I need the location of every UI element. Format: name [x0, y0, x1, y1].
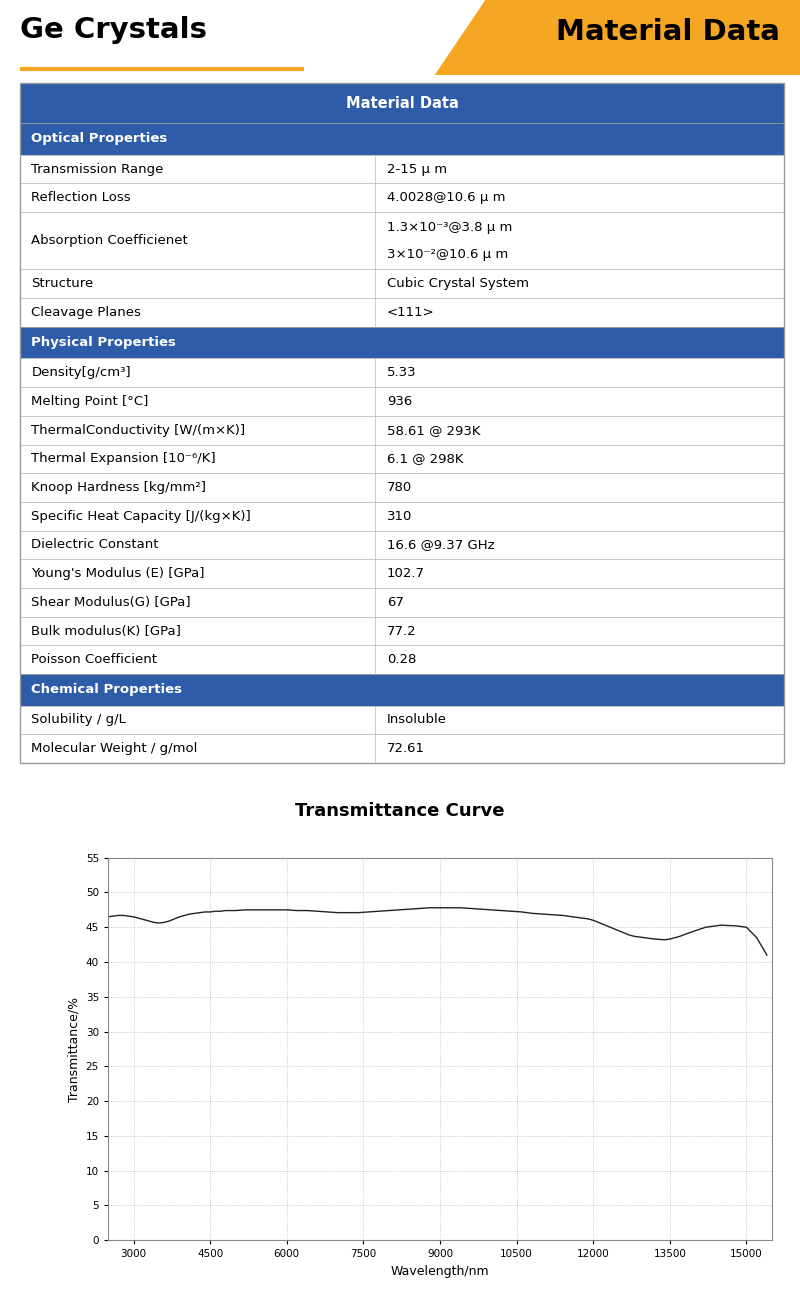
Text: ThermalConductivity [W/(m×K)]: ThermalConductivity [W/(m×K)]: [31, 423, 246, 437]
Bar: [20, 444, 784, 473]
Bar: [20, 270, 784, 298]
X-axis label: Wavelength/nm: Wavelength/nm: [390, 1265, 490, 1278]
Bar: [20, 155, 784, 184]
Bar: [20, 473, 784, 502]
Text: Cleavage Planes: Cleavage Planes: [31, 306, 142, 319]
Text: 6.1 @ 298K: 6.1 @ 298K: [386, 452, 463, 465]
Text: 72.61: 72.61: [386, 743, 425, 756]
Bar: [20, 645, 784, 674]
Text: Optical Properties: Optical Properties: [31, 133, 168, 146]
Bar: [20, 298, 784, 327]
Text: Bulk modulus(K) [GPa]: Bulk modulus(K) [GPa]: [31, 624, 182, 637]
Text: 5.33: 5.33: [386, 366, 416, 379]
Bar: [20, 416, 784, 444]
Text: Structure: Structure: [31, 278, 94, 291]
Text: Molecular Weight / g/mol: Molecular Weight / g/mol: [31, 743, 198, 756]
Text: Solubility / g/L: Solubility / g/L: [31, 714, 126, 727]
Text: Thermal Expansion [10⁻⁶/K]: Thermal Expansion [10⁻⁶/K]: [31, 452, 216, 465]
Text: 58.61 @ 293K: 58.61 @ 293K: [386, 423, 480, 437]
Text: Specific Heat Capacity [J/(kg×K)]: Specific Heat Capacity [J/(kg×K)]: [31, 509, 251, 523]
Text: 1.3×10⁻³@3.8 μ m: 1.3×10⁻³@3.8 μ m: [386, 220, 512, 233]
Text: 77.2: 77.2: [386, 624, 416, 637]
Text: 780: 780: [386, 481, 412, 494]
Bar: [20, 735, 784, 764]
Text: 4.0028@10.6 μ m: 4.0028@10.6 μ m: [386, 192, 506, 205]
Text: Young's Modulus (E) [GPa]: Young's Modulus (E) [GPa]: [31, 567, 205, 580]
Text: Shear Modulus(G) [GPa]: Shear Modulus(G) [GPa]: [31, 595, 191, 609]
Text: Transmission Range: Transmission Range: [31, 163, 164, 176]
Text: Absorption Coefficienet: Absorption Coefficienet: [31, 235, 188, 248]
Bar: [20, 212, 784, 270]
Text: 16.6 @9.37 GHz: 16.6 @9.37 GHz: [386, 538, 494, 551]
Bar: [20, 387, 784, 416]
Text: Physical Properties: Physical Properties: [31, 336, 176, 349]
Bar: [20, 327, 784, 358]
Text: Transmittance Curve: Transmittance Curve: [295, 801, 505, 820]
Text: Material Data: Material Data: [556, 17, 780, 46]
Text: Melting Point [°C]: Melting Point [°C]: [31, 395, 149, 408]
Text: Knoop Hardness [kg/mm²]: Knoop Hardness [kg/mm²]: [31, 481, 206, 494]
Text: Cubic Crystal System: Cubic Crystal System: [386, 278, 529, 291]
Text: Insoluble: Insoluble: [386, 714, 446, 727]
Text: Density[g/cm³]: Density[g/cm³]: [31, 366, 131, 379]
Bar: [20, 184, 784, 212]
Text: Poisson Coefficient: Poisson Coefficient: [31, 653, 158, 666]
Bar: [20, 502, 784, 530]
Bar: [20, 706, 784, 735]
Bar: [20, 559, 784, 588]
Bar: [20, 124, 784, 155]
Text: Reflection Loss: Reflection Loss: [31, 192, 131, 205]
Text: Ge Crystals: Ge Crystals: [20, 16, 207, 44]
Text: 3×10⁻²@10.6 μ m: 3×10⁻²@10.6 μ m: [386, 248, 508, 261]
Text: 102.7: 102.7: [386, 567, 425, 580]
Y-axis label: Transmittance/%: Transmittance/%: [67, 997, 80, 1101]
Text: 310: 310: [386, 509, 412, 523]
Text: 0.28: 0.28: [386, 653, 416, 666]
Text: Dielectric Constant: Dielectric Constant: [31, 538, 159, 551]
Bar: [20, 588, 784, 616]
Bar: [20, 358, 784, 387]
Bar: [20, 530, 784, 559]
Text: 2-15 μ m: 2-15 μ m: [386, 163, 447, 176]
Text: Material Data: Material Data: [346, 95, 458, 111]
Text: <111>: <111>: [386, 306, 434, 319]
Polygon shape: [432, 0, 800, 78]
Text: 936: 936: [386, 395, 412, 408]
Bar: [20, 616, 784, 645]
Bar: [20, 83, 784, 124]
Text: 67: 67: [386, 595, 403, 609]
Bar: [20, 674, 784, 706]
Text: Chemical Properties: Chemical Properties: [31, 683, 182, 696]
